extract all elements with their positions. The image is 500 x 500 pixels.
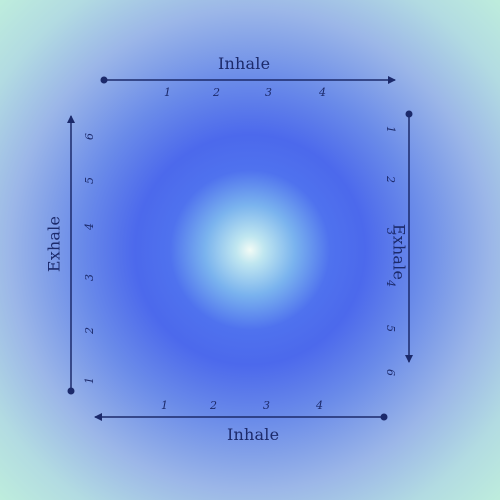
bottom-count: 3 bbox=[263, 399, 270, 412]
left-count: 3 bbox=[83, 274, 96, 281]
right-start-dot bbox=[405, 110, 413, 118]
left-count: 6 bbox=[83, 133, 96, 140]
left-count: 5 bbox=[83, 177, 96, 184]
right-count: 6 bbox=[384, 369, 397, 376]
left-count: 1 bbox=[83, 377, 96, 384]
right-count: 2 bbox=[384, 176, 397, 183]
bottom-count: 2 bbox=[210, 399, 217, 412]
bottom-inhale-label: Inhale bbox=[227, 425, 280, 444]
bottom-count: 4 bbox=[316, 399, 323, 412]
right-count: 5 bbox=[384, 325, 397, 332]
right-count: 1 bbox=[384, 126, 397, 133]
top-start-dot bbox=[100, 76, 108, 84]
top-count: 2 bbox=[213, 86, 220, 99]
left-start-dot bbox=[67, 387, 75, 395]
right-count: 3 bbox=[384, 228, 397, 235]
top-count: 4 bbox=[319, 86, 326, 99]
right-count: 4 bbox=[384, 280, 397, 287]
top-count: 3 bbox=[265, 86, 272, 99]
bottom-start-dot bbox=[380, 413, 388, 421]
left-exhale-label: Exhale bbox=[44, 215, 64, 273]
left-count: 2 bbox=[83, 327, 96, 334]
bottom-count: 1 bbox=[161, 399, 168, 412]
top-count: 1 bbox=[164, 86, 171, 99]
left-count: 4 bbox=[83, 223, 96, 230]
top-inhale-label: Inhale bbox=[218, 54, 271, 73]
